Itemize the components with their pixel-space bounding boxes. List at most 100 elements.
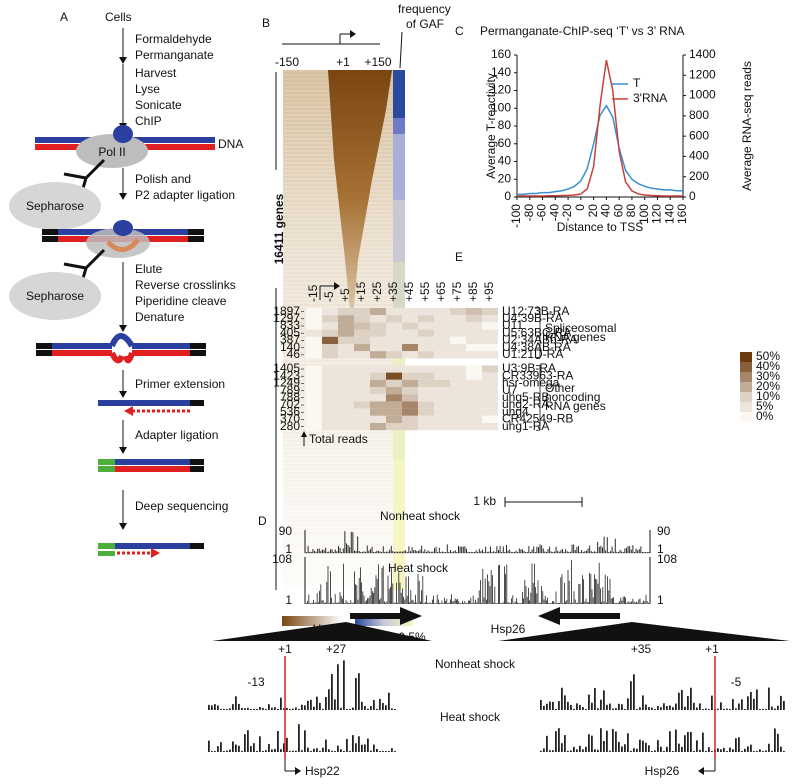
- heatmap-cell: [418, 365, 434, 373]
- signal-bar: [361, 701, 363, 710]
- signal-bar: [322, 600, 324, 604]
- signal-bar: [482, 568, 484, 604]
- signal-bar: [552, 551, 554, 553]
- signal-bar: [531, 563, 533, 604]
- signal-bar: [328, 749, 330, 752]
- gaf-block: [393, 134, 405, 200]
- signal-bar: [322, 747, 324, 752]
- signal-bar: [330, 549, 331, 553]
- signal-bar: [441, 600, 443, 604]
- signal-bar: [453, 551, 455, 553]
- signal-bar: [518, 602, 520, 604]
- signal-bar: [554, 602, 556, 604]
- heatmap-cell: [418, 315, 434, 323]
- position-label: -5: [731, 675, 742, 689]
- signal-bar: [379, 551, 381, 553]
- signal-bar: [511, 598, 512, 604]
- signal-bar: [208, 704, 210, 710]
- track-max: 108: [272, 552, 292, 566]
- heatmap-streak: [283, 530, 393, 532]
- heatmap-cell: [450, 315, 466, 323]
- signal-bar: [380, 598, 382, 604]
- signal-bar: [259, 706, 261, 710]
- row-label: U3:9B-RA: [502, 361, 556, 375]
- heatmap-cell: [482, 329, 498, 337]
- signal-bar: [552, 601, 553, 604]
- arrow-head: [698, 767, 704, 775]
- y-tick-label: 80: [498, 118, 512, 132]
- signal-bar: [340, 596, 342, 604]
- heatmap-cell: [306, 401, 322, 409]
- signal-bar: [316, 696, 318, 710]
- heatmap-streak: [283, 294, 393, 296]
- tss-arrow: [350, 30, 356, 38]
- x-tick-label: 0: [573, 204, 587, 211]
- signal-bar: [765, 708, 767, 710]
- signal-bar: [637, 602, 638, 604]
- shape: [52, 343, 112, 349]
- signal-bar: [570, 551, 571, 553]
- polymerase-label: Pol II: [98, 145, 125, 159]
- signal-bar: [477, 598, 479, 604]
- signal-bar: [316, 748, 318, 752]
- signal-bar: [422, 551, 424, 553]
- signal-bar: [389, 549, 391, 553]
- heatmap-streak: [283, 562, 393, 564]
- heatmap-cell: [354, 408, 370, 416]
- signal-bar: [510, 602, 511, 604]
- signal-bar: [399, 582, 401, 604]
- signal-bar: [336, 551, 338, 553]
- heatmap-cell: [466, 315, 482, 323]
- heatmap-streak: [283, 442, 393, 444]
- signal-bar: [346, 543, 347, 553]
- signal-bar: [381, 551, 383, 553]
- signal-bar: [325, 602, 326, 604]
- signal-bar: [498, 565, 499, 604]
- signal-bar: [418, 580, 420, 604]
- heatmap-cell: [418, 401, 434, 409]
- signal-bar: [292, 750, 294, 752]
- heatmap-cell: [418, 379, 434, 387]
- signal-bar: [432, 599, 433, 604]
- signal-bar: [638, 599, 640, 604]
- signal-bar: [666, 706, 668, 710]
- signal-bar: [648, 707, 650, 710]
- signal-bar: [744, 748, 746, 752]
- heatmap-cell: [306, 387, 322, 395]
- row-reads: 280: [280, 419, 300, 433]
- signal-bar: [381, 567, 383, 604]
- signal-bar: [759, 708, 761, 710]
- gaf-block: [393, 118, 405, 134]
- signal-bar: [672, 750, 674, 752]
- signal-bar: [313, 599, 314, 604]
- signal-bar: [235, 696, 237, 710]
- signal-bar: [457, 599, 458, 604]
- heatmap-cell: [450, 401, 466, 409]
- heatmap-streak: [283, 302, 393, 304]
- signal-bar: [506, 564, 508, 604]
- signal-bar: [516, 598, 517, 604]
- signal-bar: [618, 551, 619, 553]
- signal-bar: [295, 707, 297, 710]
- signal-bar: [420, 601, 421, 604]
- heatmap-streak: [283, 450, 393, 452]
- signal-bar: [446, 544, 448, 553]
- signal-bar: [363, 595, 365, 604]
- row-label: U5:63BC-RA: [502, 325, 571, 339]
- signal-bar: [376, 578, 378, 604]
- signal-bar: [500, 602, 502, 604]
- column-label: +15: [354, 281, 368, 302]
- signal-bar: [292, 708, 294, 710]
- heatmap-cell: [306, 408, 322, 416]
- signal-bar: [232, 741, 234, 752]
- signal-bar: [550, 602, 552, 604]
- signal-bar: [378, 550, 379, 553]
- signal-bar: [454, 598, 456, 604]
- row-reads: 140: [280, 340, 300, 354]
- shape: [52, 350, 112, 356]
- heatmap-cell: [354, 372, 370, 380]
- signal-bar: [355, 677, 357, 710]
- heatmap-cell: [338, 394, 354, 402]
- signal-bar: [672, 707, 674, 710]
- signal-bar: [522, 549, 523, 553]
